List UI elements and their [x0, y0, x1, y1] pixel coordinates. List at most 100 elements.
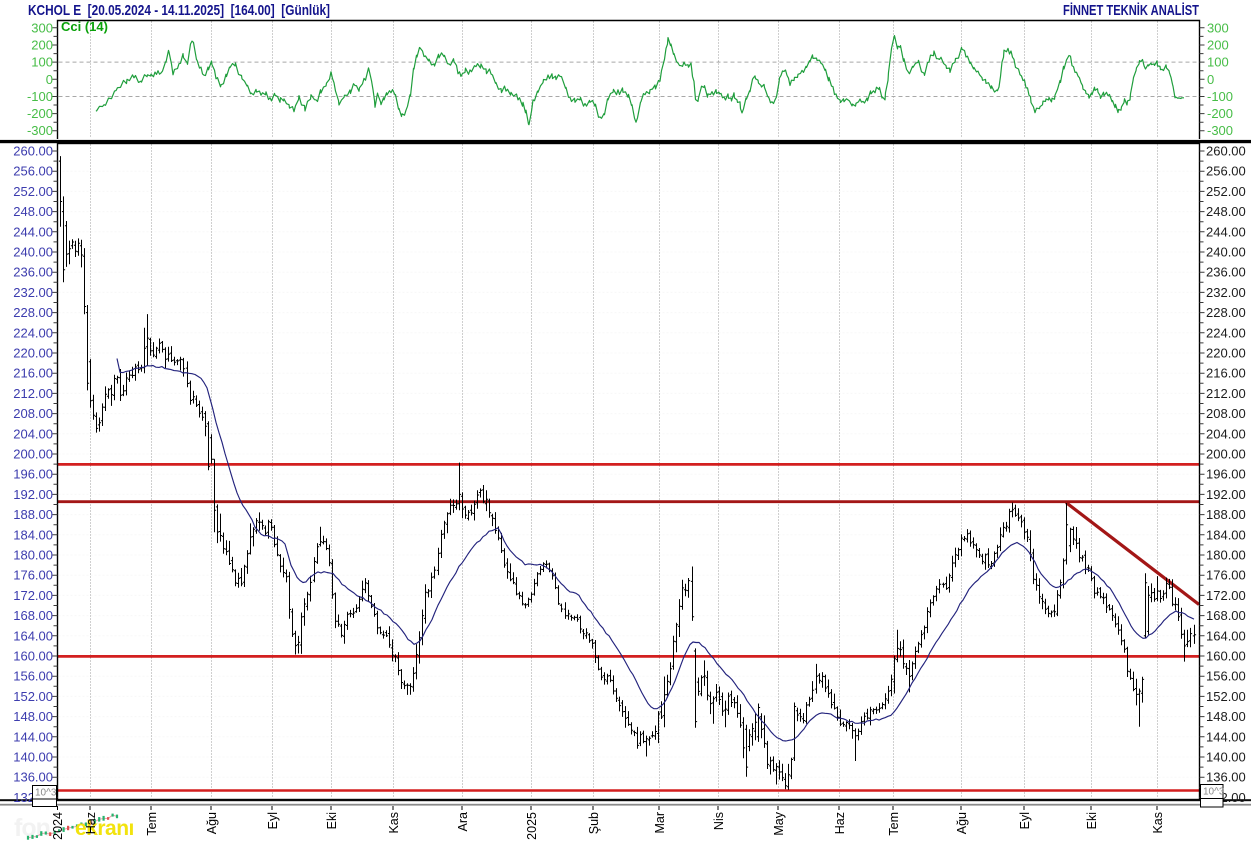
- svg-text:224.00: 224.00: [13, 325, 53, 340]
- svg-text:244.00: 244.00: [13, 224, 53, 239]
- svg-text:2025: 2025: [525, 812, 539, 840]
- svg-text:204.00: 204.00: [1206, 426, 1246, 441]
- svg-text:240.00: 240.00: [13, 245, 53, 260]
- svg-text:228.00: 228.00: [1206, 305, 1246, 320]
- svg-text:160.00: 160.00: [13, 649, 53, 664]
- svg-text:180.00: 180.00: [1206, 548, 1246, 563]
- svg-text:Eki: Eki: [325, 812, 339, 829]
- svg-text:196.00: 196.00: [13, 467, 53, 482]
- svg-text:212.00: 212.00: [13, 386, 53, 401]
- svg-text:Ağu: Ağu: [205, 812, 219, 834]
- svg-text:156.00: 156.00: [1206, 669, 1246, 684]
- svg-text:168.00: 168.00: [13, 608, 53, 623]
- svg-text:216.00: 216.00: [1206, 366, 1246, 381]
- svg-text:0: 0: [1207, 72, 1214, 87]
- svg-text:Kas: Kas: [1151, 812, 1165, 834]
- svg-text:164.00: 164.00: [13, 628, 53, 643]
- svg-text:10^3: 10^3: [1203, 787, 1225, 798]
- svg-text:100: 100: [31, 55, 53, 70]
- svg-text:-200: -200: [1207, 106, 1233, 121]
- svg-text:260.00: 260.00: [1206, 144, 1246, 159]
- svg-text:FİNNET TEKNİK ANALİST: FİNNET TEKNİK ANALİST: [1063, 2, 1199, 19]
- svg-text:236.00: 236.00: [13, 265, 53, 280]
- svg-text:Kas: Kas: [387, 812, 401, 834]
- svg-text:136.00: 136.00: [13, 770, 53, 785]
- svg-text:200: 200: [31, 38, 53, 53]
- svg-text:212.00: 212.00: [1206, 386, 1246, 401]
- svg-text:184.00: 184.00: [1206, 527, 1246, 542]
- svg-text:248.00: 248.00: [1206, 204, 1246, 219]
- svg-text:144.00: 144.00: [1206, 729, 1246, 744]
- svg-text:220.00: 220.00: [1206, 346, 1246, 361]
- svg-text:Şub: Şub: [587, 812, 601, 834]
- svg-text:176.00: 176.00: [13, 568, 53, 583]
- svg-text:248.00: 248.00: [13, 204, 53, 219]
- svg-text:188.00: 188.00: [13, 507, 53, 522]
- svg-text:164.00: 164.00: [1206, 628, 1246, 643]
- svg-text:0: 0: [46, 72, 53, 87]
- svg-text:176.00: 176.00: [1206, 568, 1246, 583]
- svg-text:Eyl: Eyl: [266, 812, 280, 829]
- svg-text:232.00: 232.00: [13, 285, 53, 300]
- svg-text:232.00: 232.00: [1206, 285, 1246, 300]
- svg-text:100: 100: [1207, 55, 1229, 70]
- svg-text:220.00: 220.00: [13, 346, 53, 361]
- svg-text:-300: -300: [1207, 123, 1233, 138]
- svg-text:204.00: 204.00: [13, 426, 53, 441]
- svg-text:224.00: 224.00: [1206, 325, 1246, 340]
- svg-text:148.00: 148.00: [13, 709, 53, 724]
- svg-text:ekranı: ekranı: [75, 817, 134, 840]
- svg-text:236.00: 236.00: [1206, 265, 1246, 280]
- svg-text:156.00: 156.00: [13, 669, 53, 684]
- svg-text:Mar: Mar: [653, 812, 667, 834]
- svg-text:184.00: 184.00: [13, 527, 53, 542]
- svg-text:May: May: [772, 811, 786, 835]
- svg-text:140.00: 140.00: [1206, 750, 1246, 765]
- svg-text:168.00: 168.00: [1206, 608, 1246, 623]
- svg-text:200.00: 200.00: [1206, 447, 1246, 462]
- svg-text:180.00: 180.00: [13, 548, 53, 563]
- svg-text:KCHOL E [20.05.2024 - 14.11.2: KCHOL E [20.05.2024 - 14.11.2025] [164.0…: [28, 2, 330, 19]
- svg-text:256.00: 256.00: [13, 164, 53, 179]
- svg-text:240.00: 240.00: [1206, 245, 1246, 260]
- svg-text:252.00: 252.00: [13, 184, 53, 199]
- svg-text:-300: -300: [27, 123, 53, 138]
- svg-text:-200: -200: [27, 106, 53, 121]
- svg-text:Eyl: Eyl: [1018, 812, 1032, 829]
- svg-text:260.00: 260.00: [13, 144, 53, 159]
- svg-text:160.00: 160.00: [1206, 649, 1246, 664]
- svg-text:Nis: Nis: [712, 812, 726, 830]
- svg-text:228.00: 228.00: [13, 305, 53, 320]
- svg-text:Eki: Eki: [1085, 812, 1099, 829]
- svg-text:196.00: 196.00: [1206, 467, 1246, 482]
- svg-text:-100: -100: [1207, 89, 1233, 104]
- svg-text:192.00: 192.00: [1206, 487, 1246, 502]
- svg-text:200.00: 200.00: [13, 447, 53, 462]
- svg-text:10^3: 10^3: [35, 788, 57, 799]
- svg-text:192.00: 192.00: [13, 487, 53, 502]
- svg-text:Cci (14): Cci (14): [61, 19, 108, 34]
- svg-text:252.00: 252.00: [1206, 184, 1246, 199]
- svg-text:-100: -100: [27, 89, 53, 104]
- svg-text:Haz: Haz: [833, 812, 847, 834]
- svg-text:200: 200: [1207, 38, 1229, 53]
- svg-text:172.00: 172.00: [13, 588, 53, 603]
- svg-text:Tem: Tem: [887, 812, 901, 836]
- svg-text:152.00: 152.00: [1206, 689, 1246, 704]
- svg-text:136.00: 136.00: [1206, 770, 1246, 785]
- svg-text:Ağu: Ağu: [955, 812, 969, 834]
- svg-text:144.00: 144.00: [13, 729, 53, 744]
- svg-text:152.00: 152.00: [13, 689, 53, 704]
- svg-text:300: 300: [1207, 20, 1229, 35]
- svg-text:172.00: 172.00: [1206, 588, 1246, 603]
- svg-text:188.00: 188.00: [1206, 507, 1246, 522]
- svg-text:148.00: 148.00: [1206, 709, 1246, 724]
- svg-text:Tem: Tem: [145, 812, 159, 836]
- svg-text:140.00: 140.00: [13, 750, 53, 765]
- svg-text:208.00: 208.00: [13, 406, 53, 421]
- svg-text:2024: 2024: [51, 812, 65, 840]
- svg-text:216.00: 216.00: [13, 366, 53, 381]
- svg-text:Ara: Ara: [456, 812, 470, 832]
- svg-text:256.00: 256.00: [1206, 164, 1246, 179]
- svg-text:Haz: Haz: [84, 812, 98, 834]
